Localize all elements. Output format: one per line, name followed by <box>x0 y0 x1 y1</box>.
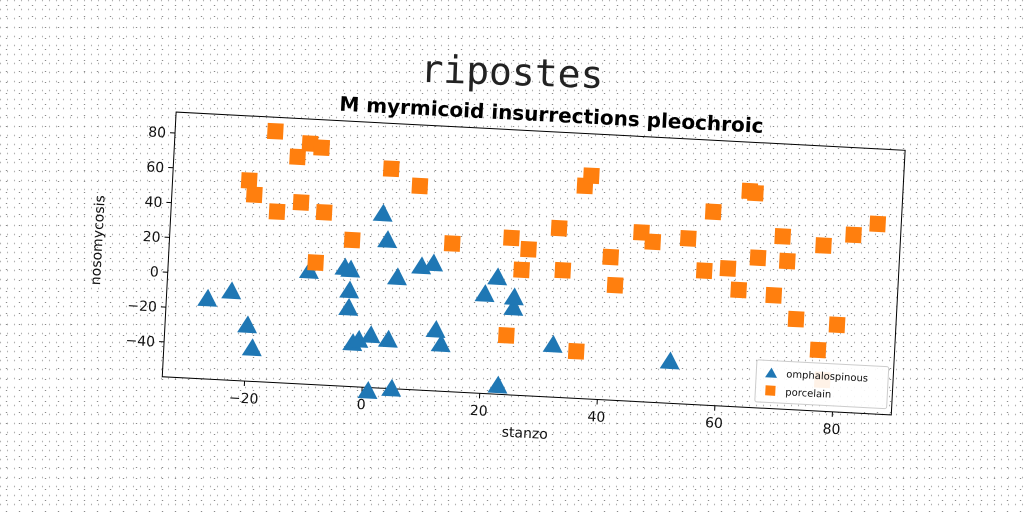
porcelain-point <box>443 235 461 252</box>
porcelain-point <box>266 122 284 140</box>
porcelain-point <box>503 229 520 247</box>
porcelain-point <box>778 252 796 270</box>
omphalospinous-point <box>487 375 508 394</box>
x-tick-label: 60 <box>705 415 724 432</box>
porcelain-point <box>567 342 585 360</box>
porcelain-point <box>765 286 783 304</box>
omphalospinous-point <box>542 334 563 353</box>
porcelain-point <box>315 203 333 221</box>
scatter-chart: M myrmicoid insurrections pleochroic −20… <box>88 92 906 443</box>
x-axis-label: stanzo <box>501 425 548 443</box>
scatter-figure: M myrmicoid insurrections pleochroic −20… <box>64 69 982 486</box>
omphalospinous-point <box>377 329 398 348</box>
omphalospinous-point <box>197 288 218 307</box>
porcelain-point <box>747 184 764 202</box>
porcelain-point <box>719 260 737 277</box>
porcelain-point <box>828 316 846 334</box>
x-tick-label: −20 <box>228 390 258 408</box>
porcelain-point <box>644 233 662 251</box>
porcelain-point <box>695 262 713 280</box>
omphalospinous-point <box>339 280 360 299</box>
omphalospinous-point <box>503 297 524 316</box>
porcelain-point <box>497 326 515 344</box>
legend-frame <box>754 359 890 410</box>
x-tick-label: 80 <box>822 421 841 438</box>
data-points <box>197 122 887 399</box>
omphalospinous-point <box>241 338 262 357</box>
porcelain-point <box>307 254 325 271</box>
omphalospinous-point <box>338 297 359 316</box>
x-tick-label: 20 <box>469 403 488 420</box>
porcelain-point <box>554 261 572 279</box>
porcelain-point <box>815 237 832 254</box>
x-tick-label: 0 <box>356 397 366 413</box>
porcelain-point <box>520 240 537 258</box>
plot-area-frame <box>161 111 906 416</box>
legend-marker-porcelain <box>765 385 776 396</box>
legend-marker-omphalospinous <box>765 367 778 378</box>
porcelain-point <box>268 203 286 221</box>
porcelain-point <box>382 160 400 178</box>
omphalospinous-point <box>372 203 393 222</box>
omphalospinous-point <box>381 378 402 397</box>
y-tick-label: 0 <box>149 264 159 280</box>
omphalospinous-point <box>474 284 495 303</box>
porcelain-point <box>704 203 722 221</box>
y-tick-label: 40 <box>144 194 163 211</box>
y-tick-label: 80 <box>148 125 167 142</box>
porcelain-point <box>774 227 792 245</box>
y-axis-label: nosomycosis <box>88 195 109 286</box>
porcelain-point <box>582 167 600 185</box>
y-tick-label: 60 <box>146 159 165 176</box>
omphalospinous-point <box>340 259 361 278</box>
porcelain-point <box>606 276 624 294</box>
porcelain-point <box>787 310 805 328</box>
porcelain-point <box>411 177 429 195</box>
porcelain-point <box>313 139 331 157</box>
porcelain-point <box>749 249 767 267</box>
y-tick-label: −40 <box>125 333 155 351</box>
omphalospinous-point <box>387 267 407 286</box>
legend-label-porcelain: porcelain <box>785 387 832 400</box>
omphalospinous-point <box>357 380 378 399</box>
porcelain-point <box>289 148 306 166</box>
porcelain-point <box>343 231 361 249</box>
y-tick-label: −20 <box>127 298 157 316</box>
porcelain-point <box>550 219 568 237</box>
porcelain-point <box>730 281 748 299</box>
omphalospinous-point <box>348 329 369 348</box>
omphalospinous-point <box>221 281 242 300</box>
y-axis-ticks: −40 −20 0 20 40 60 80 <box>125 125 176 351</box>
legend-label-omphalospinous: omphalospinous <box>786 369 868 384</box>
omphalospinous-point <box>425 319 446 338</box>
omphalospinous-point <box>659 351 680 370</box>
porcelain-point <box>845 226 862 244</box>
omphalospinous-point <box>237 315 258 334</box>
porcelain-point <box>679 230 697 247</box>
chart-legend: omphalospinous porcelain <box>754 359 890 410</box>
porcelain-point <box>809 341 827 359</box>
omphalospinous-point <box>377 230 398 249</box>
omphalospinous-point <box>360 325 381 344</box>
y-tick-label: 20 <box>142 229 161 246</box>
porcelain-point <box>292 194 310 211</box>
porcelain-point <box>513 261 530 279</box>
porcelain-point <box>240 172 258 189</box>
porcelain-point <box>869 215 887 233</box>
omphalospinous-point <box>503 287 524 306</box>
porcelain-point <box>245 186 263 204</box>
omphalospinous-point <box>487 267 508 286</box>
omphalospinous-point <box>423 253 444 272</box>
omphalospinous-point <box>430 334 451 353</box>
porcelain-point <box>602 248 620 266</box>
x-tick-label: 40 <box>587 409 606 426</box>
x-axis-ticks: −20 0 20 40 60 80 <box>228 381 841 438</box>
